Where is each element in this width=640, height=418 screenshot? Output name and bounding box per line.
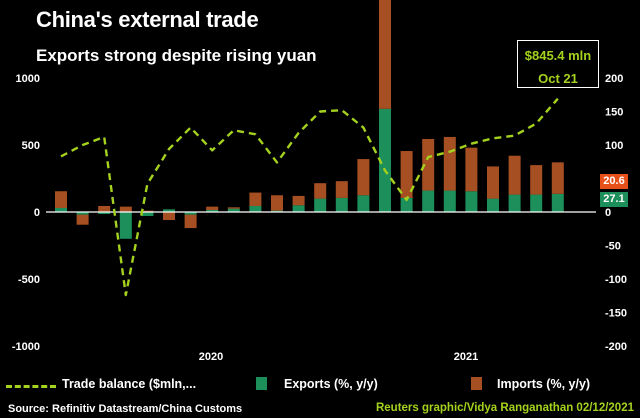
exports-bar (119, 212, 132, 239)
exports-bar (379, 108, 391, 212)
imports-bar (487, 166, 499, 199)
imports-bar (227, 207, 240, 209)
exports-bar (76, 212, 89, 215)
imports-bar (357, 159, 370, 196)
imports-bar (508, 155, 521, 195)
right-axis-tick-label: 150 (605, 107, 623, 119)
exports-bar (292, 205, 305, 212)
exports-bar (551, 193, 564, 212)
exports-bar (465, 191, 478, 212)
exports-bar (422, 190, 435, 212)
legend-trade-balance-swatch (6, 385, 56, 388)
imports-bar (119, 206, 132, 212)
imports-bar (249, 192, 262, 206)
imports-bar (314, 183, 327, 199)
right-axis-tick-label: -200 (605, 341, 627, 353)
right-axis-tick-label: -50 (605, 241, 621, 253)
exports-bar (141, 212, 154, 217)
x-axis-tick-label: 2021 (454, 351, 478, 363)
right-axis-tick-label: -150 (605, 308, 627, 320)
x-axis-tick-label: 2020 (199, 351, 223, 363)
exports-bar (163, 209, 175, 212)
legend-trade-balance-label: Trade balance ($mln,... (62, 377, 197, 391)
exports-bar (98, 212, 111, 215)
imports-bar (271, 195, 283, 211)
legend-exports-swatch (256, 377, 267, 390)
callout-date: Oct 21 (538, 71, 578, 86)
imports-bar (163, 212, 175, 221)
imports-bar (443, 136, 456, 191)
exports-bar (314, 198, 327, 212)
imports-bar (335, 181, 348, 198)
exports-bar (335, 197, 348, 212)
imports-bar (98, 205, 111, 212)
exports-bar (227, 208, 240, 212)
exports-latest-badge: 27.1 (600, 192, 628, 207)
imports-latest-badge: 20.6 (600, 174, 628, 189)
left-axis-tick-label: 0 (34, 207, 40, 219)
imports-bar (400, 151, 413, 198)
exports-bar (55, 207, 67, 212)
exports-bar (508, 194, 521, 212)
imports-bar (206, 206, 219, 210)
left-axis-tick-label: -500 (18, 274, 40, 286)
chart-subtitle: Exports strong despite rising yuan (36, 46, 317, 65)
imports-bar (55, 191, 67, 208)
exports-bar (400, 197, 413, 212)
chart-title: China's external trade (36, 7, 259, 32)
right-axis-tick-label: 0 (605, 207, 611, 219)
exports-bar (184, 212, 197, 215)
legend-imports-label: Imports (%, y/y) (497, 377, 591, 391)
exports-bar (357, 195, 370, 212)
right-axis-tick-label: -100 (605, 274, 627, 286)
imports-bar (530, 165, 543, 195)
latest-value-callout: $845.4 mln Oct 21 (517, 40, 599, 88)
imports-bar (184, 214, 197, 229)
right-axis-tick-label: 100 (605, 140, 623, 152)
legend-imports-swatch (471, 377, 482, 390)
exports-bar (487, 198, 499, 212)
exports-bar (249, 205, 262, 212)
exports-bar (206, 209, 219, 212)
callout-value: $845.4 mln (524, 48, 592, 63)
imports-bar (292, 195, 305, 206)
imports-bar (551, 162, 564, 194)
graphic-credit: Reuters graphic/Vidya Ranganathan 02/12/… (375, 402, 634, 414)
exports-bar (271, 210, 283, 212)
legend-exports-label: Exports (%, y/y) (284, 377, 378, 391)
imports-bar (465, 147, 478, 192)
trade-balance-line (60, 97, 559, 297)
imports-bar (379, 0, 391, 109)
imports-bar (76, 214, 89, 225)
left-axis-tick-label: 500 (22, 140, 40, 152)
left-axis-tick-label: -1000 (12, 341, 40, 353)
right-axis-tick-label: 200 (605, 73, 623, 85)
imports-bar (141, 210, 154, 212)
imports-bar (422, 138, 435, 191)
source-note: Source: Refinitiv Datastream/China Custo… (8, 403, 243, 415)
exports-bar (443, 190, 456, 212)
left-axis-tick-label: 1000 (16, 73, 40, 85)
exports-bar (530, 194, 543, 212)
